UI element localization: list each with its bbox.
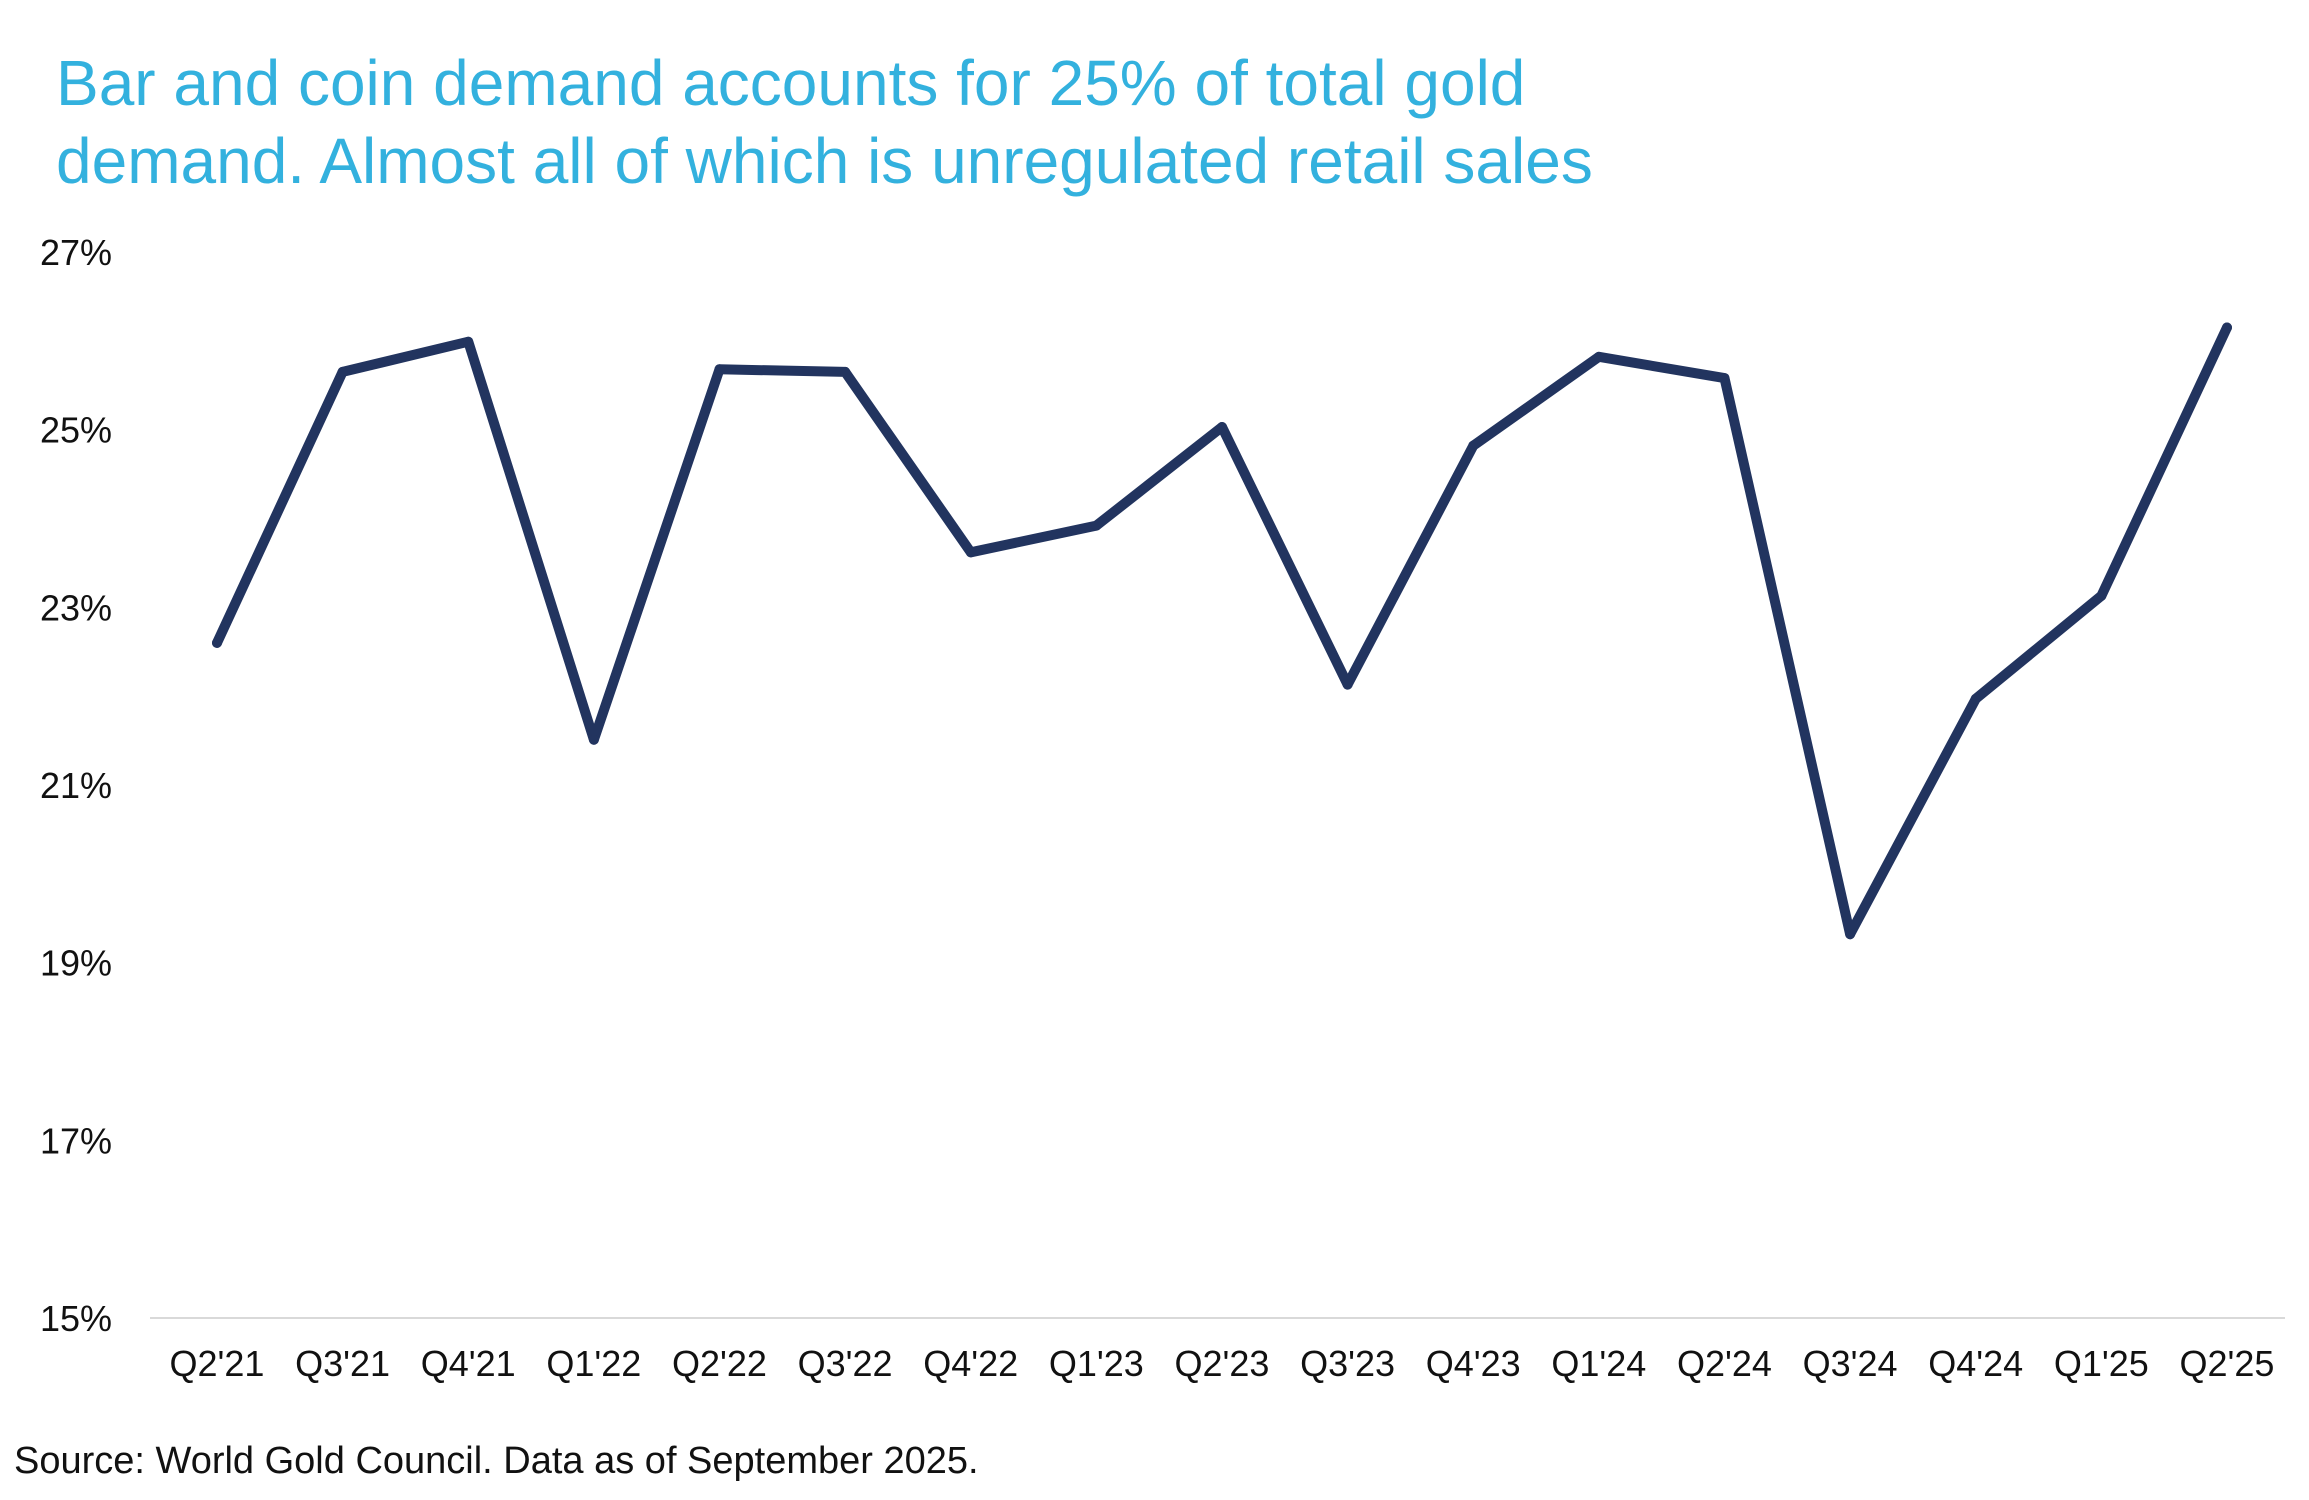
x-tick-label: Q3'23	[1300, 1343, 1395, 1384]
data-point	[1342, 679, 1353, 690]
x-tick-label: Q4'23	[1426, 1343, 1521, 1384]
series-layer	[212, 322, 2232, 940]
data-point	[588, 734, 599, 745]
y-tick-label: 25%	[40, 410, 112, 451]
chart-title-line-2: demand. Almost all of which is unregulat…	[56, 125, 1593, 197]
x-tick-label: Q4'21	[421, 1343, 516, 1384]
x-tick-label: Q4'22	[923, 1343, 1018, 1384]
x-tick-label: Q3'22	[798, 1343, 893, 1384]
chart-title-line-1: Bar and coin demand accounts for 25% of …	[56, 47, 1526, 119]
data-point	[337, 366, 348, 377]
x-tick-label: Q1'22	[546, 1343, 641, 1384]
x-tick-label: Q1'25	[2054, 1343, 2149, 1384]
data-point	[1217, 422, 1227, 433]
source-note: Source: World Gold Council. Data as of S…	[14, 1440, 979, 1482]
x-tick-label: Q2'21	[170, 1343, 265, 1384]
data-point	[2222, 322, 2232, 333]
x-tick-label: Q2'23	[1175, 1343, 1270, 1384]
y-tick-label: 23%	[40, 587, 112, 628]
y-tick-label: 17%	[40, 1120, 112, 1161]
data-point	[1719, 373, 1730, 384]
y-tick-label: 21%	[40, 765, 112, 806]
y-tick-label: 27%	[40, 232, 112, 273]
data-point	[965, 547, 976, 558]
x-tick-label: Q1'23	[1049, 1343, 1144, 1384]
data-point	[463, 336, 474, 347]
y-tick-label: 19%	[40, 943, 112, 984]
data-point	[1091, 520, 1102, 531]
data-point	[1970, 693, 1981, 704]
data-point	[714, 364, 725, 375]
data-point	[212, 637, 222, 648]
data-point	[1593, 351, 1604, 362]
chart-title: Bar and coin demand accounts for 25% of …	[56, 44, 2056, 200]
x-tick-label: Q4'24	[1928, 1343, 2023, 1384]
x-tick-label: Q2'22	[672, 1343, 767, 1384]
x-tick-label: Q3'24	[1803, 1343, 1898, 1384]
data-point	[2096, 590, 2107, 601]
series-line	[212, 322, 2232, 940]
x-tick-label: Q2'25	[2180, 1343, 2275, 1384]
data-point	[1468, 440, 1479, 451]
y-axis: 15% 17% 19% 21% 23% 25% 27%	[40, 232, 112, 1339]
x-tick-label: Q2'24	[1677, 1343, 1772, 1384]
x-tick-label: Q1'24	[1551, 1343, 1646, 1384]
data-point	[1845, 929, 1856, 940]
y-tick-label: 15%	[40, 1298, 112, 1339]
x-axis: Q2'21 Q3'21 Q4'21 Q1'22 Q2'22 Q3'22 Q4'22 Q1'23…	[170, 1343, 2275, 1384]
x-tick-label: Q3'21	[295, 1343, 390, 1384]
data-point	[840, 366, 851, 377]
